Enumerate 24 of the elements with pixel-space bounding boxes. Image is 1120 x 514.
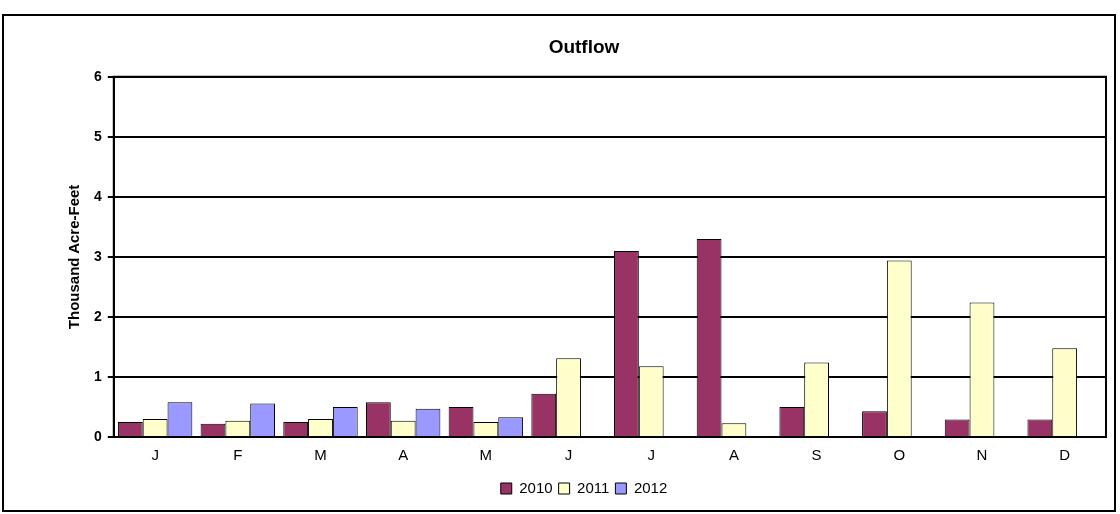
x-tick-label: F — [233, 446, 243, 464]
x-tick-label: M — [314, 446, 327, 464]
legend-label: 2010 — [519, 478, 553, 496]
y-tick-label: 2 — [93, 307, 102, 324]
y-tick-label: 5 — [93, 127, 102, 144]
x-tick-label: A — [728, 446, 739, 464]
x-tick-label: J — [564, 446, 573, 464]
x-tick-label: D — [1059, 446, 1071, 464]
y-tick-label: 1 — [93, 367, 102, 384]
legend-label: 2011 — [577, 478, 610, 496]
x-tick-label: J — [151, 446, 159, 464]
y-tick-label: 3 — [93, 247, 102, 264]
x-tick-label: J — [647, 446, 655, 464]
x-tick-label: M — [479, 446, 493, 464]
y-tick-label: 4 — [93, 187, 102, 204]
x-tick-label: N — [976, 446, 988, 464]
y-axis-title: Thousand Acre-Feet — [65, 184, 83, 330]
x-tick-label: A — [398, 446, 409, 464]
y-tick-label: 0 — [93, 427, 102, 444]
chart-title: Outflow — [548, 35, 620, 57]
x-tick-label: S — [811, 446, 822, 464]
x-tick-label: O — [893, 446, 906, 464]
y-tick-label: 6 — [93, 67, 102, 84]
legend-label: 2012 — [633, 478, 668, 496]
